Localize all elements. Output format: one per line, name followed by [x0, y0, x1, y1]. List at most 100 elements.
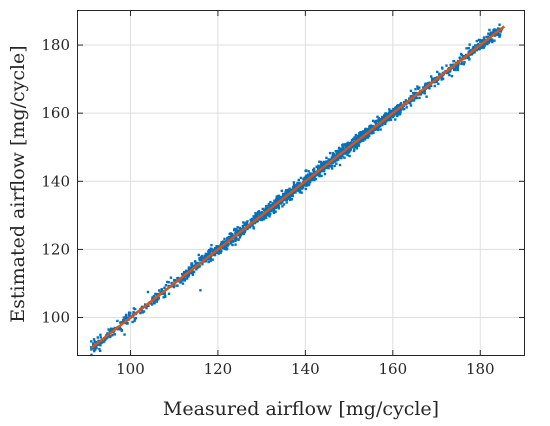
scatter-point	[349, 148, 352, 151]
scatter-point	[358, 140, 361, 144]
scatter-point	[370, 131, 373, 135]
scatter-point	[340, 153, 344, 156]
scatter-point	[477, 42, 480, 46]
scatter-point	[275, 204, 279, 208]
scatter-point	[241, 224, 245, 228]
scatter-point	[224, 245, 227, 248]
scatter-point	[491, 40, 494, 44]
scatter-point	[448, 69, 452, 72]
scatter-point	[482, 43, 485, 47]
scatter-point	[113, 333, 117, 336]
scatter-point	[388, 108, 391, 111]
scatter-point	[217, 252, 220, 255]
scatter-point	[463, 61, 466, 64]
x-tick-label: 140	[291, 360, 320, 378]
scatter-point	[203, 256, 207, 260]
scatter-point	[377, 116, 380, 120]
scatter-point	[99, 333, 102, 337]
scatter-point	[151, 296, 154, 299]
scatter-point	[124, 316, 128, 319]
scatter-point	[452, 67, 456, 71]
scatter-point	[231, 232, 234, 236]
scatter-point	[486, 35, 490, 38]
y-tick-label: 100	[41, 309, 70, 327]
scatter-point	[223, 237, 226, 241]
scatter-point	[163, 293, 167, 296]
scatter-point	[192, 270, 196, 274]
scatter-point	[210, 243, 213, 247]
scatter-point	[250, 217, 254, 221]
scatter-point	[292, 183, 296, 186]
scatter-point	[359, 139, 363, 143]
scatter-point	[414, 96, 418, 100]
scatter-point	[399, 101, 403, 105]
scatter-point	[164, 284, 168, 287]
scatter-point	[346, 142, 349, 145]
scatter-point	[306, 175, 309, 179]
scatter-point	[234, 239, 237, 243]
scatter-point	[296, 181, 299, 185]
scatter-point	[377, 120, 381, 123]
scatter-point	[225, 247, 228, 251]
scatter-point	[280, 201, 283, 204]
scatter-point	[246, 227, 249, 231]
scatter-point	[95, 346, 98, 350]
scatter-point	[201, 262, 204, 266]
scatter-point	[358, 134, 361, 137]
scatter-point	[332, 155, 335, 159]
scatter-point	[391, 115, 395, 119]
scatter-point	[371, 119, 375, 123]
scatter-point	[460, 53, 463, 57]
scatter-point	[107, 328, 110, 331]
scatter-point	[337, 158, 340, 161]
scatter-point	[213, 248, 216, 251]
scatter-point	[304, 187, 308, 191]
scatter-point	[166, 280, 169, 284]
scatter-point	[313, 175, 316, 179]
scatter-point	[300, 191, 303, 194]
scatter-point	[201, 254, 204, 258]
scatter-point	[207, 248, 211, 252]
scatter-point	[106, 332, 109, 335]
scatter-point	[342, 143, 345, 147]
scatter-point	[237, 233, 241, 237]
scatter-point	[191, 273, 195, 276]
scatter-point	[162, 296, 165, 299]
scatter-point	[190, 266, 193, 270]
scatter-point	[93, 349, 96, 353]
scatter-point	[167, 292, 171, 295]
scatter-point	[124, 313, 128, 317]
scatter-point	[320, 160, 323, 164]
scatter-point	[90, 340, 93, 343]
scatter-point	[215, 247, 218, 250]
scatter-point	[167, 284, 170, 288]
scatter-point	[354, 138, 357, 141]
scatter-point	[219, 251, 222, 255]
y-tick-label: 120	[41, 240, 70, 258]
scatter-point	[282, 194, 285, 197]
scatter-point	[309, 172, 312, 175]
scatter-point	[123, 319, 126, 322]
scatter-point	[237, 238, 240, 241]
x-tick-label: 120	[204, 360, 233, 378]
scatter-point	[312, 171, 316, 175]
scatter-point	[322, 162, 325, 165]
scatter-point	[242, 230, 245, 234]
scatter-point	[326, 161, 329, 164]
scatter-point	[354, 142, 358, 145]
scatter-point	[157, 296, 160, 300]
scatter-point	[242, 221, 245, 224]
scatter-point	[344, 142, 347, 146]
scatter-point	[274, 206, 278, 209]
scatter-point	[471, 47, 474, 51]
scatter-point	[283, 192, 287, 196]
scatter-point	[462, 55, 465, 58]
scatter-point	[99, 336, 102, 339]
scatter-point	[149, 302, 153, 305]
scatter-point	[348, 154, 351, 158]
scatter-point	[383, 114, 387, 117]
scatter-point	[314, 177, 318, 181]
scatter-point	[341, 155, 344, 158]
scatter-point	[393, 107, 397, 110]
scatter-point	[381, 122, 385, 125]
